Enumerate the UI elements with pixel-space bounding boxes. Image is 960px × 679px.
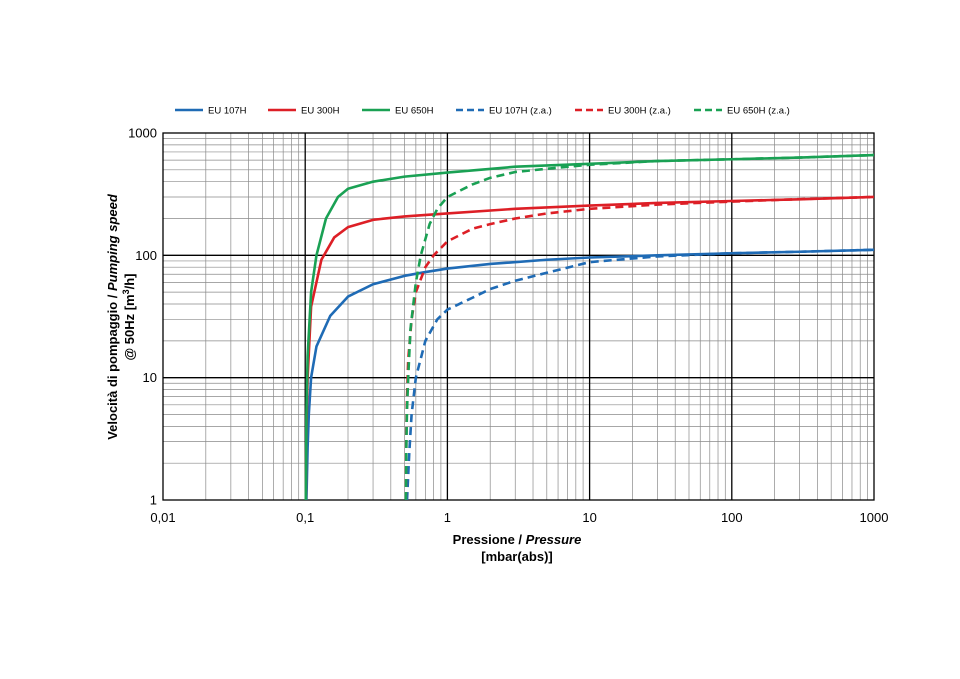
- series-line-eu-107h-z-a: [405, 248, 874, 500]
- x-tick-label: 1000: [860, 510, 889, 525]
- y-axis-title-plain: Velocità di pompaggio /: [105, 291, 120, 440]
- y-axis-title: Velocità di pompaggio / Pumping speed: [105, 193, 120, 440]
- legend-label: EU 107H: [208, 106, 247, 117]
- x-tick-label: 100: [721, 510, 743, 525]
- legend-label: EU 300H: [301, 106, 340, 117]
- y-tick-label: 100: [135, 248, 157, 263]
- legend-label: EU 650H (z.a.): [727, 106, 790, 117]
- y-tick-label: 10: [143, 370, 157, 385]
- x-tick-label: 1: [444, 510, 451, 525]
- legend-label: EU 300H (z.a.): [608, 106, 671, 117]
- series-line-eu-650h-z-a: [404, 153, 874, 500]
- x-axis-title-plain: Pressione /: [453, 532, 526, 547]
- y-axis-unit-prefix: @ 50Hz [m: [122, 294, 137, 360]
- y-axis-unit-sup: 3: [121, 289, 131, 294]
- x-tick-label: 10: [582, 510, 596, 525]
- x-tick-label: 0,1: [296, 510, 314, 525]
- legend: EU 107H EU 300H EU 650H EU 107H (z.a.) EU 30…: [175, 106, 790, 117]
- major-grid: [163, 133, 874, 500]
- x-axis-title: Pressione / Pressure: [453, 532, 582, 547]
- plot-frame: [162, 132, 875, 501]
- y-axis-unit-suffix: /h]: [122, 273, 137, 289]
- x-tick-label: 0,01: [150, 510, 175, 525]
- legend-label: EU 650H: [395, 106, 434, 117]
- series-layer: [304, 153, 874, 500]
- y-axis-title-italic: Pumping speed: [105, 193, 120, 291]
- legend-label: EU 107H (z.a.): [489, 106, 552, 117]
- y-tick-label: 1: [150, 493, 157, 508]
- y-tick-labels: 1 10 100 1000: [128, 126, 157, 508]
- y-axis-title-group: Velocità di pompaggio / Pumping speed @ …: [105, 193, 137, 440]
- minor-grid: [163, 133, 874, 500]
- x-axis-unit: [mbar(abs)]: [481, 549, 553, 564]
- y-tick-label: 1000: [128, 126, 157, 141]
- y-axis-unit: @ 50Hz [m3/h]: [121, 273, 137, 360]
- series-line-eu-300h-z-a: [404, 195, 874, 500]
- x-axis-title-italic: Pressure: [526, 532, 582, 547]
- x-tick-labels: 0,01 0,1 1 10 100 1000: [150, 510, 888, 525]
